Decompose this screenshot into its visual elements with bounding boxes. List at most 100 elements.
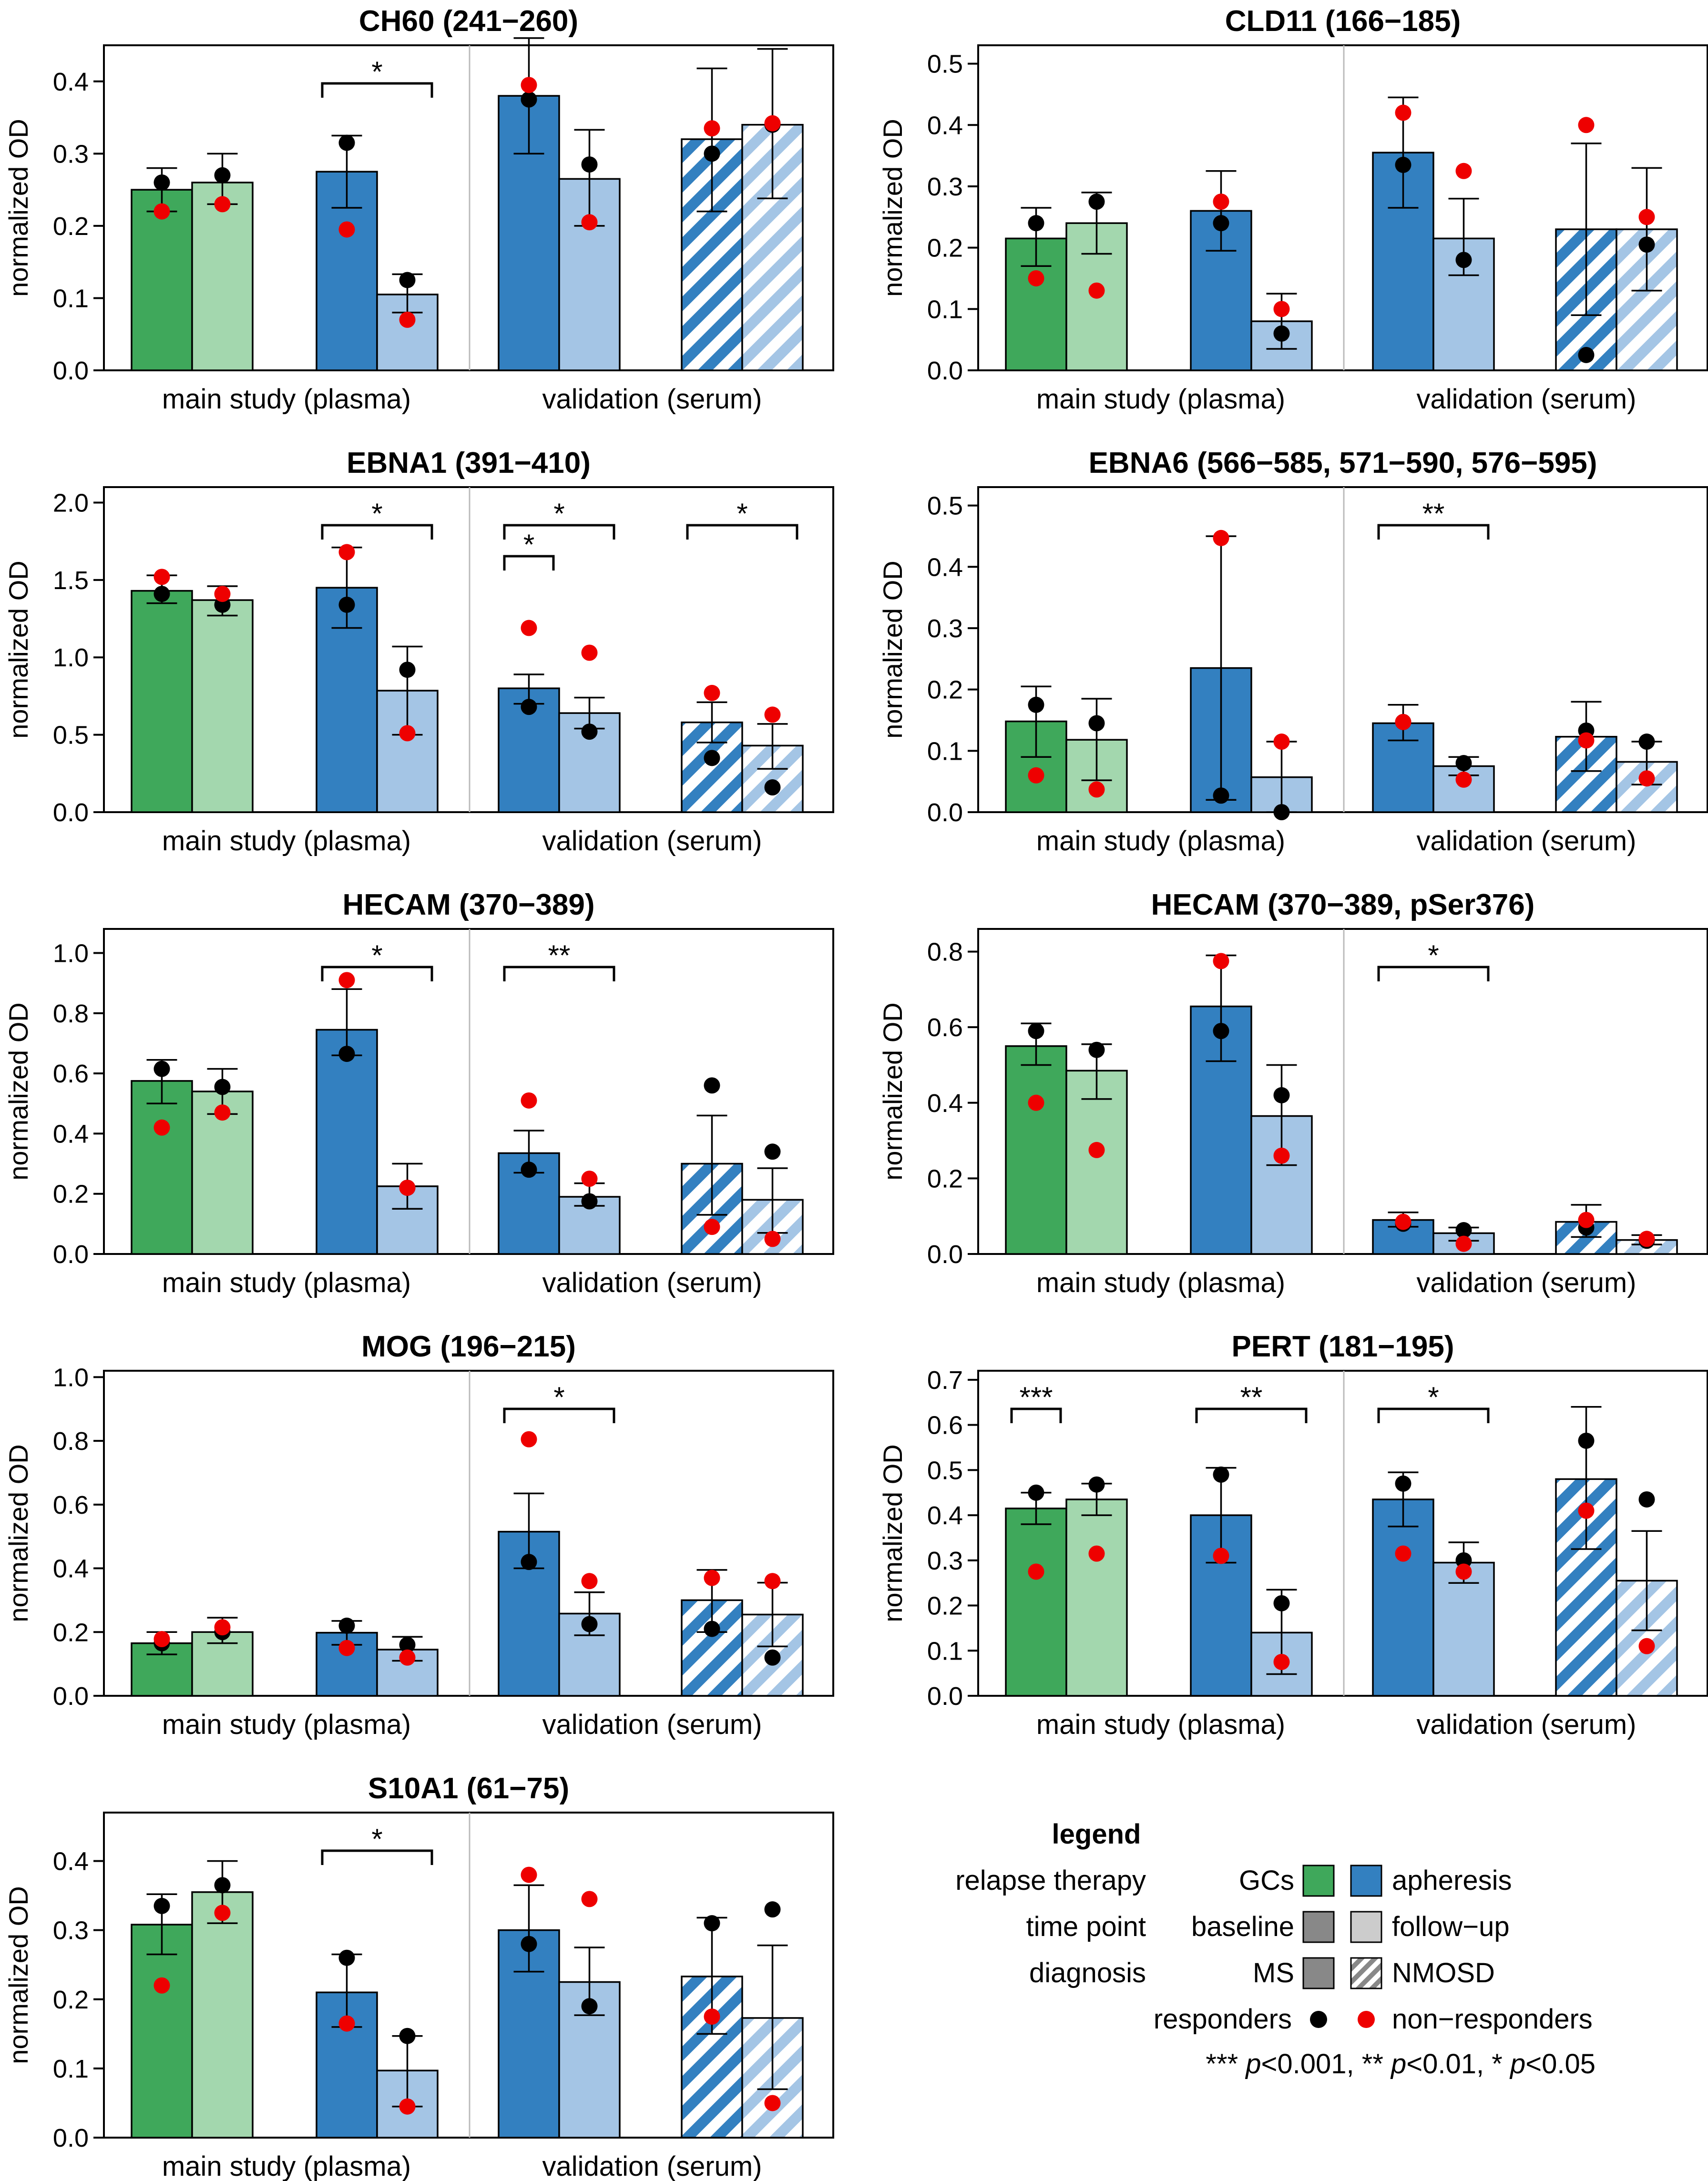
chart-panel: CH60 (241−260) 0.0 0.1 0.2 0.3 0.4 normalized … [3, 5, 834, 415]
chart-panel: S10A1 (61−75) 0.0 0.1 0.2 0.3 0.4 normalized O… [3, 1772, 834, 2181]
non-responder-point [1578, 1212, 1595, 1228]
non-responder-point [399, 725, 416, 742]
y-tick-label: 0.2 [927, 676, 963, 704]
y-tick-label: 0.2 [53, 1618, 89, 1647]
x-group-label: main study (plasma) [1036, 826, 1285, 856]
y-axis-label: normalized OD [3, 119, 33, 296]
responder-point [153, 174, 170, 191]
x-group-label: validation (serum) [1417, 384, 1636, 415]
chart-panel: EBNA6 (566−585, 571−590, 576−595) 0.0 0.1 0… [878, 447, 1708, 856]
non-responder-point [1088, 781, 1105, 798]
bar [131, 590, 193, 813]
non-responder-point [1028, 1094, 1044, 1111]
non-responder-point [214, 1619, 231, 1636]
x-group-label: main study (plasma) [1036, 1709, 1285, 1740]
y-tick-label: 0.3 [53, 1916, 89, 1945]
bar [191, 599, 254, 813]
non-responder-point [764, 2095, 781, 2111]
responder-point [338, 1949, 355, 1966]
non-responder-point [1578, 117, 1595, 133]
non-responder-point [1638, 770, 1655, 787]
non-responder-point [581, 644, 598, 661]
x-group-label: validation (serum) [542, 384, 762, 415]
responder-point [1638, 1491, 1655, 1508]
non-responder-point [1395, 104, 1411, 121]
x-group-label: validation (serum) [1417, 826, 1636, 856]
pvalue-2-threshold: <0.01, [1406, 2049, 1492, 2079]
pvalue-2-stars: ** [1362, 2049, 1391, 2079]
y-tick-label: 1.0 [53, 643, 89, 672]
non-responder-point [1638, 209, 1655, 225]
y-tick-label: 0.4 [53, 1120, 89, 1148]
significance-bracket [686, 524, 798, 540]
x-group-label: validation (serum) [542, 1709, 762, 1740]
non-responder-point [399, 1649, 416, 1666]
responder-point [764, 779, 781, 796]
responder-point [1213, 1023, 1229, 1040]
non-responder-point [153, 1977, 170, 1994]
responder-point [1028, 215, 1044, 232]
y-axis-label: normalized OD [3, 561, 33, 738]
non-responder-point [764, 706, 781, 723]
significance-bracket [1195, 1407, 1308, 1423]
legend-label-diagnosis: diagnosis [1029, 1957, 1146, 1988]
responder-point [704, 750, 720, 766]
responder-point [1455, 1552, 1472, 1569]
chart-title: MOG (196−215) [361, 1330, 576, 1363]
non-responder-point [153, 1119, 170, 1136]
responder-point [1088, 1041, 1105, 1058]
responder-point [581, 1616, 598, 1632]
y-tick-label: 0.5 [927, 492, 963, 520]
significance-label: * [1428, 939, 1439, 971]
significance-label: * [523, 529, 534, 561]
y-tick-label: 0.5 [53, 721, 89, 750]
y-tick-label: 0.8 [53, 999, 89, 1028]
non-responder-point [581, 1171, 598, 1187]
significance-label: * [371, 1823, 382, 1855]
y-tick-label: 0.4 [927, 111, 963, 140]
responder-point [399, 2028, 416, 2044]
y-axis-label: normalized OD [3, 1444, 33, 1622]
significance-label: * [553, 1381, 564, 1413]
y-tick-label: 0.4 [927, 1089, 963, 1118]
bar [558, 1612, 621, 1697]
bar [1005, 1045, 1067, 1255]
pvalue-3-stars: * [1492, 2049, 1510, 2079]
non-responder-point [1395, 1213, 1411, 1230]
bar [131, 1924, 193, 2139]
responder-point [399, 662, 416, 678]
non-responder-point [1395, 713, 1411, 730]
non-responder-point [1088, 1141, 1105, 1158]
y-tick-label: 0.8 [927, 938, 963, 967]
significance-bracket [503, 524, 615, 540]
y-tick-label: 0.6 [927, 1013, 963, 1042]
non-responder-point [1578, 1502, 1595, 1519]
responder-point [338, 1046, 355, 1062]
responder-point [1088, 194, 1105, 210]
x-group-label: validation (serum) [1417, 1267, 1636, 1298]
non-responder-point [1213, 1548, 1229, 1564]
y-tick-label: 0.3 [927, 173, 963, 201]
y-tick-label: 0.1 [53, 284, 89, 313]
non-responder-point [338, 544, 355, 561]
responder-point [1638, 236, 1655, 253]
responder-point [399, 272, 416, 288]
significance-label: *** [1019, 1381, 1053, 1413]
responder-point [521, 699, 537, 715]
y-tick-label: 0.2 [927, 1592, 963, 1620]
y-tick-label: 0.6 [53, 1060, 89, 1088]
y-tick-label: 0.4 [927, 1501, 963, 1530]
x-group-label: validation (serum) [542, 1267, 762, 1298]
y-tick-label: 0.6 [927, 1411, 963, 1440]
chart-panels: CH60 (241−260) 0.0 0.1 0.2 0.3 0.4 normalized … [3, 5, 1708, 2181]
legend-gcs-swatch [1302, 1865, 1335, 1897]
legend-followup-label: follow−up [1392, 1911, 1510, 1942]
chart-title: HECAM (370−389, pSer376) [1151, 888, 1535, 921]
significance-bracket [321, 966, 433, 981]
x-group-label: validation (serum) [542, 826, 762, 856]
bar [131, 189, 193, 371]
responder-point [704, 1620, 720, 1637]
responder-point [1455, 755, 1472, 772]
non-responder-point [399, 2098, 416, 2115]
responder-point [704, 1077, 720, 1094]
